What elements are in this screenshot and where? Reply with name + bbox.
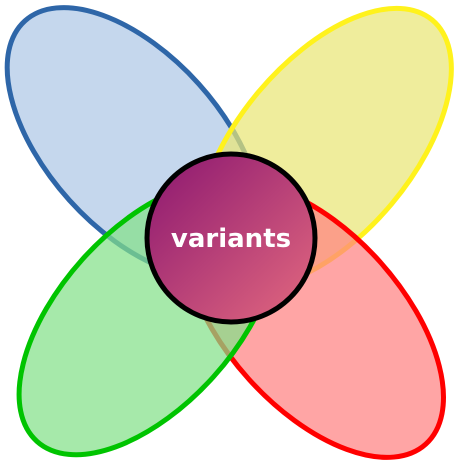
center-circle — [144, 151, 318, 325]
center-label: variants — [171, 224, 291, 254]
